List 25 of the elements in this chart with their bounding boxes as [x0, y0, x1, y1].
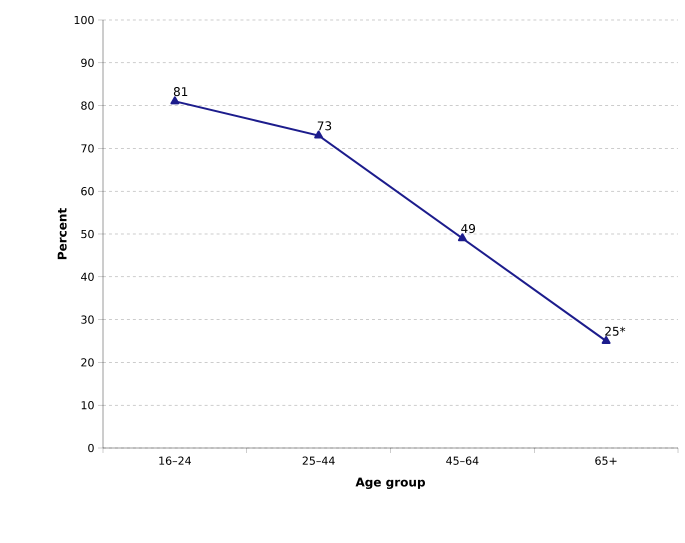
- y-tick-label: 20: [81, 358, 94, 367]
- data-label: 73: [318, 121, 332, 130]
- x-tick-label: 16–24: [159, 456, 191, 465]
- data-label: 81: [174, 87, 188, 96]
- y-tick-label: 70: [81, 144, 94, 153]
- y-tick-label: 30: [81, 315, 94, 324]
- point: [314, 130, 324, 139]
- x-tick-label: 45–64: [446, 456, 478, 465]
- x-tick-label: 65+: [595, 456, 617, 465]
- y-tick-label: 10: [82, 401, 94, 410]
- y-tick-label: 40: [81, 272, 94, 281]
- x-tick-label: 25–44: [302, 456, 335, 465]
- y-tick-label: 50: [81, 230, 94, 238]
- data-label: 25*: [605, 326, 626, 336]
- x-axis-title: Age group: [356, 478, 425, 490]
- point: [170, 96, 180, 104]
- y-tick-label: 60: [81, 187, 94, 196]
- y-tick-label: 90: [81, 58, 94, 67]
- y-tick-label: 0: [88, 444, 94, 452]
- y-tick-label: 80: [81, 101, 94, 110]
- y-tick-label: 100: [74, 16, 94, 24]
- point: [458, 233, 467, 242]
- y-axis-title: Percent: [58, 208, 67, 260]
- point: [602, 336, 611, 344]
- data-label: 49: [461, 224, 476, 234]
